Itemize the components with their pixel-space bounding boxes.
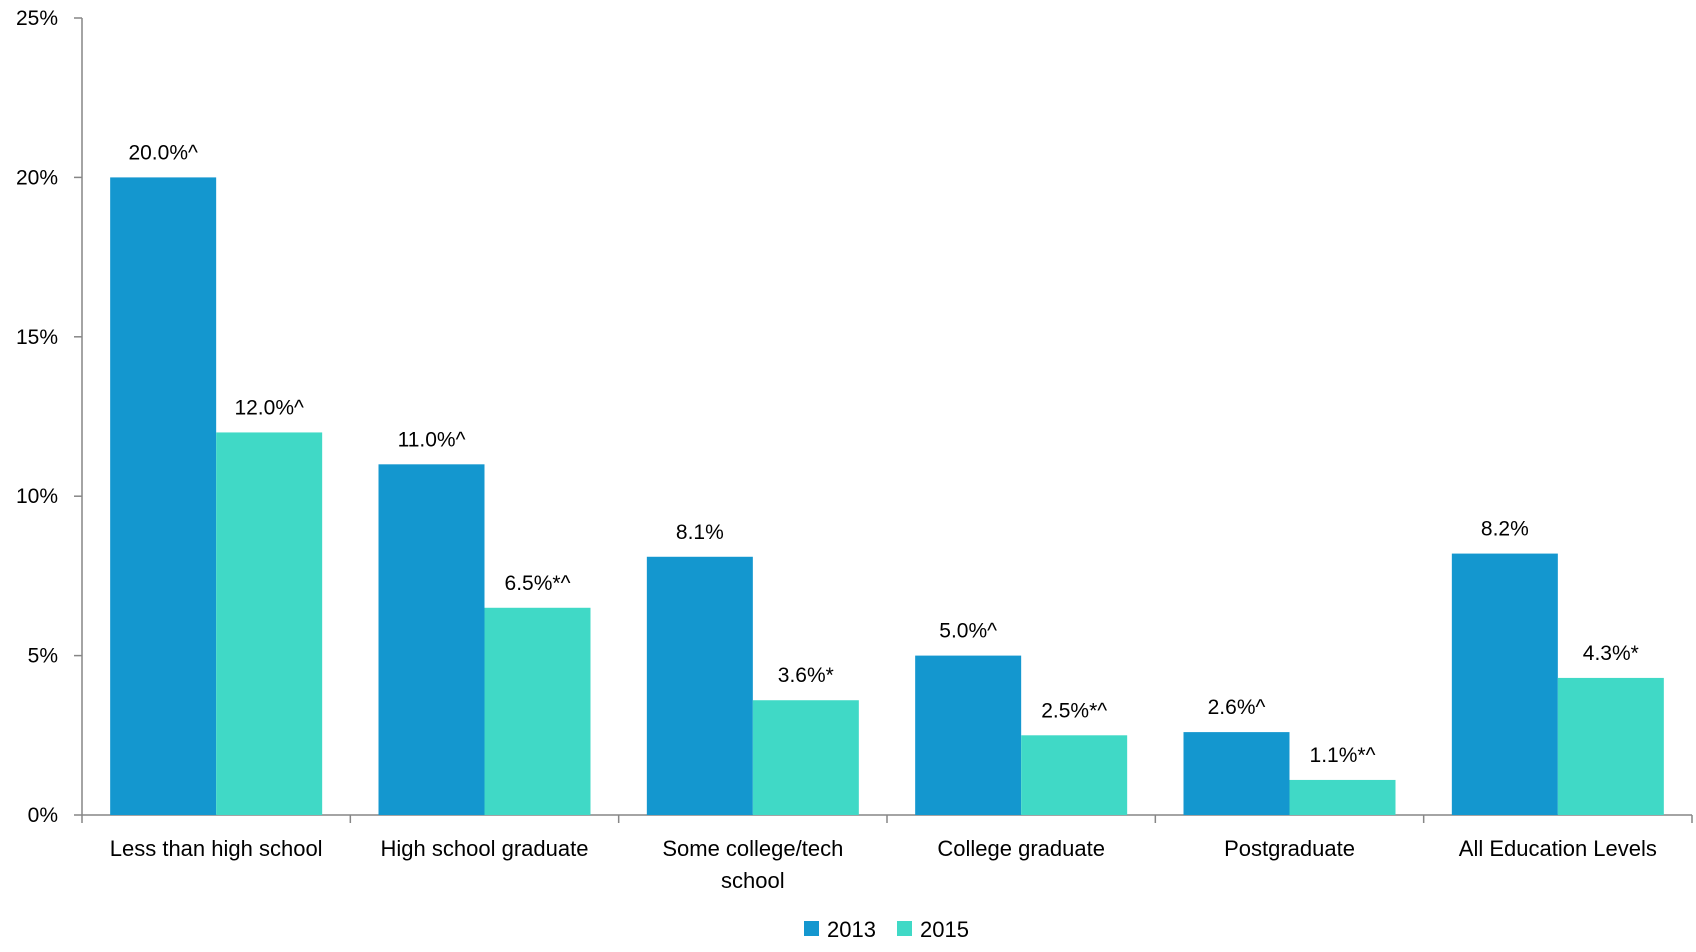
y-tick-label: 25% [16, 7, 58, 30]
bar-2013 [110, 177, 217, 815]
legend-swatch-2015 [897, 921, 912, 936]
data-label: 11.0%^ [398, 428, 466, 451]
data-label: 20.0%^ [128, 141, 198, 164]
data-label: 2.6%^ [1208, 696, 1266, 719]
legend-label: 2013 [827, 917, 876, 942]
y-tick-label: 10% [16, 485, 58, 508]
data-label: 1.1%*^ [1310, 744, 1376, 767]
y-tick-label: 15% [16, 326, 58, 349]
bars-group [110, 177, 1664, 815]
legend-label: 2015 [920, 917, 969, 942]
bar-2015 [752, 700, 859, 815]
data-label: 2.5%*^ [1041, 699, 1107, 722]
y-tick-label: 0% [28, 804, 58, 827]
bar-2015 [1557, 677, 1664, 815]
bar-2015 [216, 432, 323, 815]
data-label: 5.0%^ [939, 620, 997, 643]
legend: 2013 2015 [804, 917, 969, 942]
x-category-label: Postgraduate [1224, 836, 1355, 861]
data-label: 6.5%*^ [505, 572, 571, 595]
data-label: 4.3%* [1583, 642, 1639, 665]
x-category-label: High school graduate [381, 836, 589, 861]
x-category-label: College graduate [937, 836, 1105, 861]
axes: 0% 5% 10% 15% 20% 25% [16, 7, 1693, 827]
bar-2015 [1021, 735, 1128, 815]
bar-2013 [1183, 732, 1290, 815]
bar-2013 [646, 556, 753, 815]
y-tick-label: 5% [28, 645, 58, 668]
data-label: 3.6%* [778, 664, 834, 687]
data-label: 8.1% [676, 521, 724, 544]
data-label: 12.0%^ [234, 396, 304, 419]
x-category-label: Less than high school [110, 836, 323, 861]
bar-2013 [1451, 553, 1558, 815]
data-labels-group: 20.0%^ 12.0%^ 11.0%^ 6.5%*^ 8.1% 3.6%* 5.0%^ 2.… [128, 141, 1638, 767]
bar-2015 [1289, 779, 1396, 815]
bar-2013 [378, 464, 485, 815]
y-tick-label: 20% [16, 166, 58, 189]
x-category-label: All Education Levels [1459, 836, 1657, 861]
x-category-label: Some college/tech [662, 836, 843, 861]
data-label: 8.2% [1481, 518, 1529, 541]
bar-2013 [915, 655, 1022, 815]
bar-2015 [484, 607, 591, 815]
x-category-label: school [721, 868, 785, 893]
legend-swatch-2013 [804, 921, 819, 936]
category-labels-group: Less than high school High school graduat… [110, 836, 1657, 893]
